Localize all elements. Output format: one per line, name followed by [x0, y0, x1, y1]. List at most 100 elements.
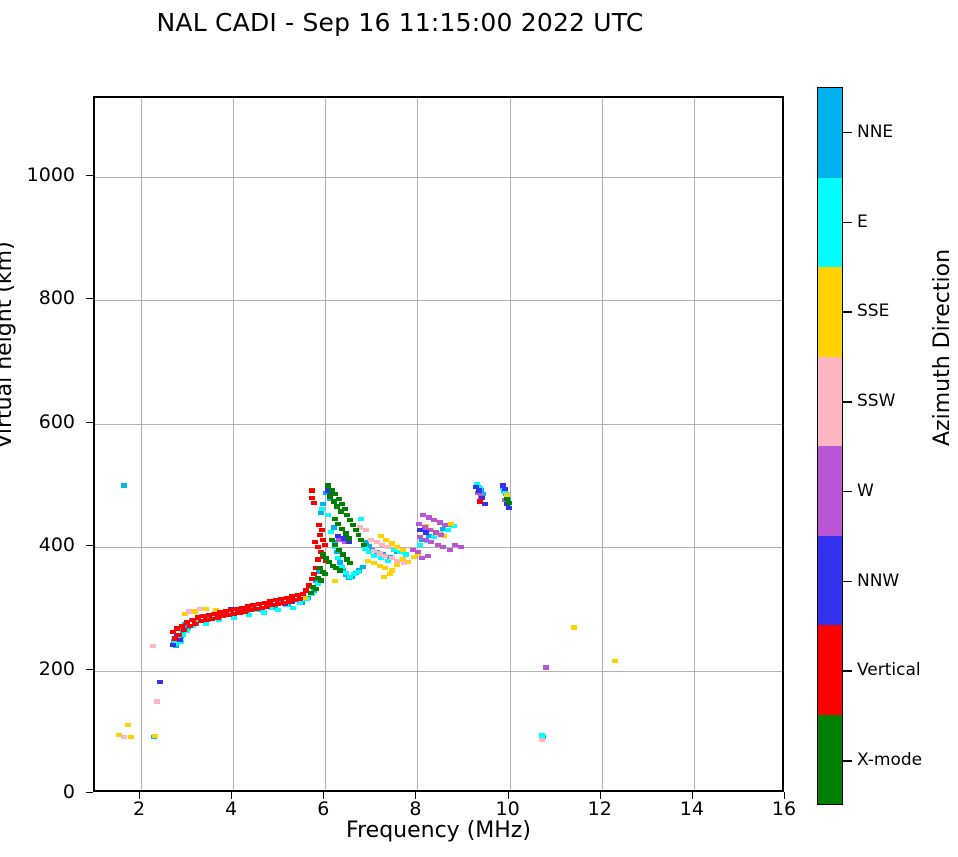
echo-marker — [332, 542, 339, 547]
echo-marker — [206, 612, 213, 618]
x-tick-mark — [139, 792, 141, 799]
echo-marker — [280, 600, 287, 605]
echo-marker — [343, 557, 350, 562]
echo-marker — [349, 522, 356, 528]
echo-marker — [338, 509, 344, 514]
echo-marker — [330, 499, 337, 504]
echo-marker — [503, 493, 510, 498]
echo-marker — [346, 540, 353, 545]
x-tick-label: 10 — [495, 798, 520, 820]
colorbar-label-ssw: SSW — [857, 391, 896, 412]
echo-marker — [314, 575, 321, 581]
echo-marker — [394, 562, 401, 567]
echo-marker — [370, 561, 377, 566]
y-tick-label: 1000 — [26, 163, 75, 186]
echo-marker — [440, 545, 447, 550]
echo-marker — [231, 615, 238, 620]
echo-marker — [150, 643, 157, 649]
echo-marker — [358, 516, 365, 521]
echo-marker — [416, 521, 423, 526]
echo-marker — [228, 607, 235, 613]
echo-marker — [340, 536, 347, 541]
gridline-horizontal — [95, 300, 782, 302]
echo-marker — [328, 488, 335, 493]
echo-marker — [179, 630, 186, 635]
echo-marker — [419, 537, 426, 542]
echo-marker — [338, 501, 345, 507]
echo-marker — [217, 610, 224, 615]
echo-marker — [222, 609, 229, 614]
echo-marker — [300, 591, 307, 597]
echo-marker — [174, 626, 180, 631]
echo-marker — [171, 638, 178, 644]
echo-marker — [334, 504, 341, 509]
echo-marker — [405, 559, 412, 565]
echo-marker — [403, 552, 410, 557]
echo-marker — [239, 605, 246, 610]
echo-marker — [334, 549, 341, 555]
echo-marker — [115, 732, 122, 737]
echo-marker — [330, 525, 337, 530]
echo-marker — [417, 527, 424, 533]
echo-marker — [364, 558, 371, 563]
echo-marker — [538, 733, 545, 738]
echo-marker — [192, 609, 199, 614]
echo-marker — [571, 625, 578, 630]
echo-marker — [338, 526, 345, 531]
echo-marker — [611, 659, 618, 664]
echo-marker — [315, 522, 322, 528]
echo-marker — [355, 532, 362, 537]
echo-marker — [476, 488, 483, 493]
echo-marker — [309, 488, 316, 493]
gridline-vertical — [233, 98, 235, 790]
colorbar-label-x-mode: X-mode — [857, 750, 923, 771]
colorbar-tick — [843, 760, 852, 762]
echo-marker — [225, 612, 232, 618]
echo-marker — [394, 545, 401, 550]
echo-marker — [236, 610, 243, 615]
echo-marker — [347, 561, 354, 566]
echo-marker — [358, 537, 365, 542]
echo-marker — [319, 501, 326, 507]
echo-marker — [322, 572, 329, 577]
x-tick-mark — [784, 792, 785, 799]
echo-marker — [479, 491, 486, 497]
colorbar-segment-x-mode — [818, 714, 842, 804]
x-tick-mark — [599, 792, 601, 799]
colorbar-segment-sse — [818, 267, 842, 357]
echo-marker — [283, 595, 290, 600]
colorbar-segment-vertical — [818, 625, 842, 715]
gridline-vertical — [693, 98, 695, 790]
echo-marker — [431, 517, 438, 523]
echo-marker — [172, 636, 179, 641]
x-tick-mark — [231, 792, 233, 799]
echo-marker — [180, 632, 187, 637]
echo-marker — [434, 542, 441, 547]
echo-marker — [317, 578, 324, 583]
colorbar-label-w: W — [857, 480, 874, 501]
echo-marker — [478, 495, 485, 500]
echo-marker — [475, 490, 482, 496]
echo-marker — [376, 563, 383, 568]
echo-marker — [250, 603, 257, 608]
echo-marker — [195, 615, 202, 620]
echo-marker — [336, 496, 343, 502]
page-title: NAL CADI - Sep 16 11:15:00 2022 UTC — [156, 8, 644, 37]
echo-marker — [371, 548, 378, 554]
echo-marker — [376, 551, 383, 556]
grid-layer — [95, 98, 782, 790]
echo-marker — [314, 545, 321, 550]
echo-marker — [342, 570, 349, 576]
echo-marker — [425, 533, 432, 539]
gridline-vertical — [601, 98, 603, 790]
echo-marker — [409, 547, 416, 552]
y-tick-mark — [86, 174, 93, 176]
echo-marker — [271, 605, 278, 610]
colorbar-segment-e — [818, 177, 842, 267]
gridline-horizontal — [95, 670, 782, 672]
echo-marker — [439, 526, 446, 531]
echo-marker — [332, 491, 339, 497]
echo-marker — [347, 574, 354, 579]
echo-marker — [327, 529, 334, 534]
echo-marker — [377, 533, 384, 539]
